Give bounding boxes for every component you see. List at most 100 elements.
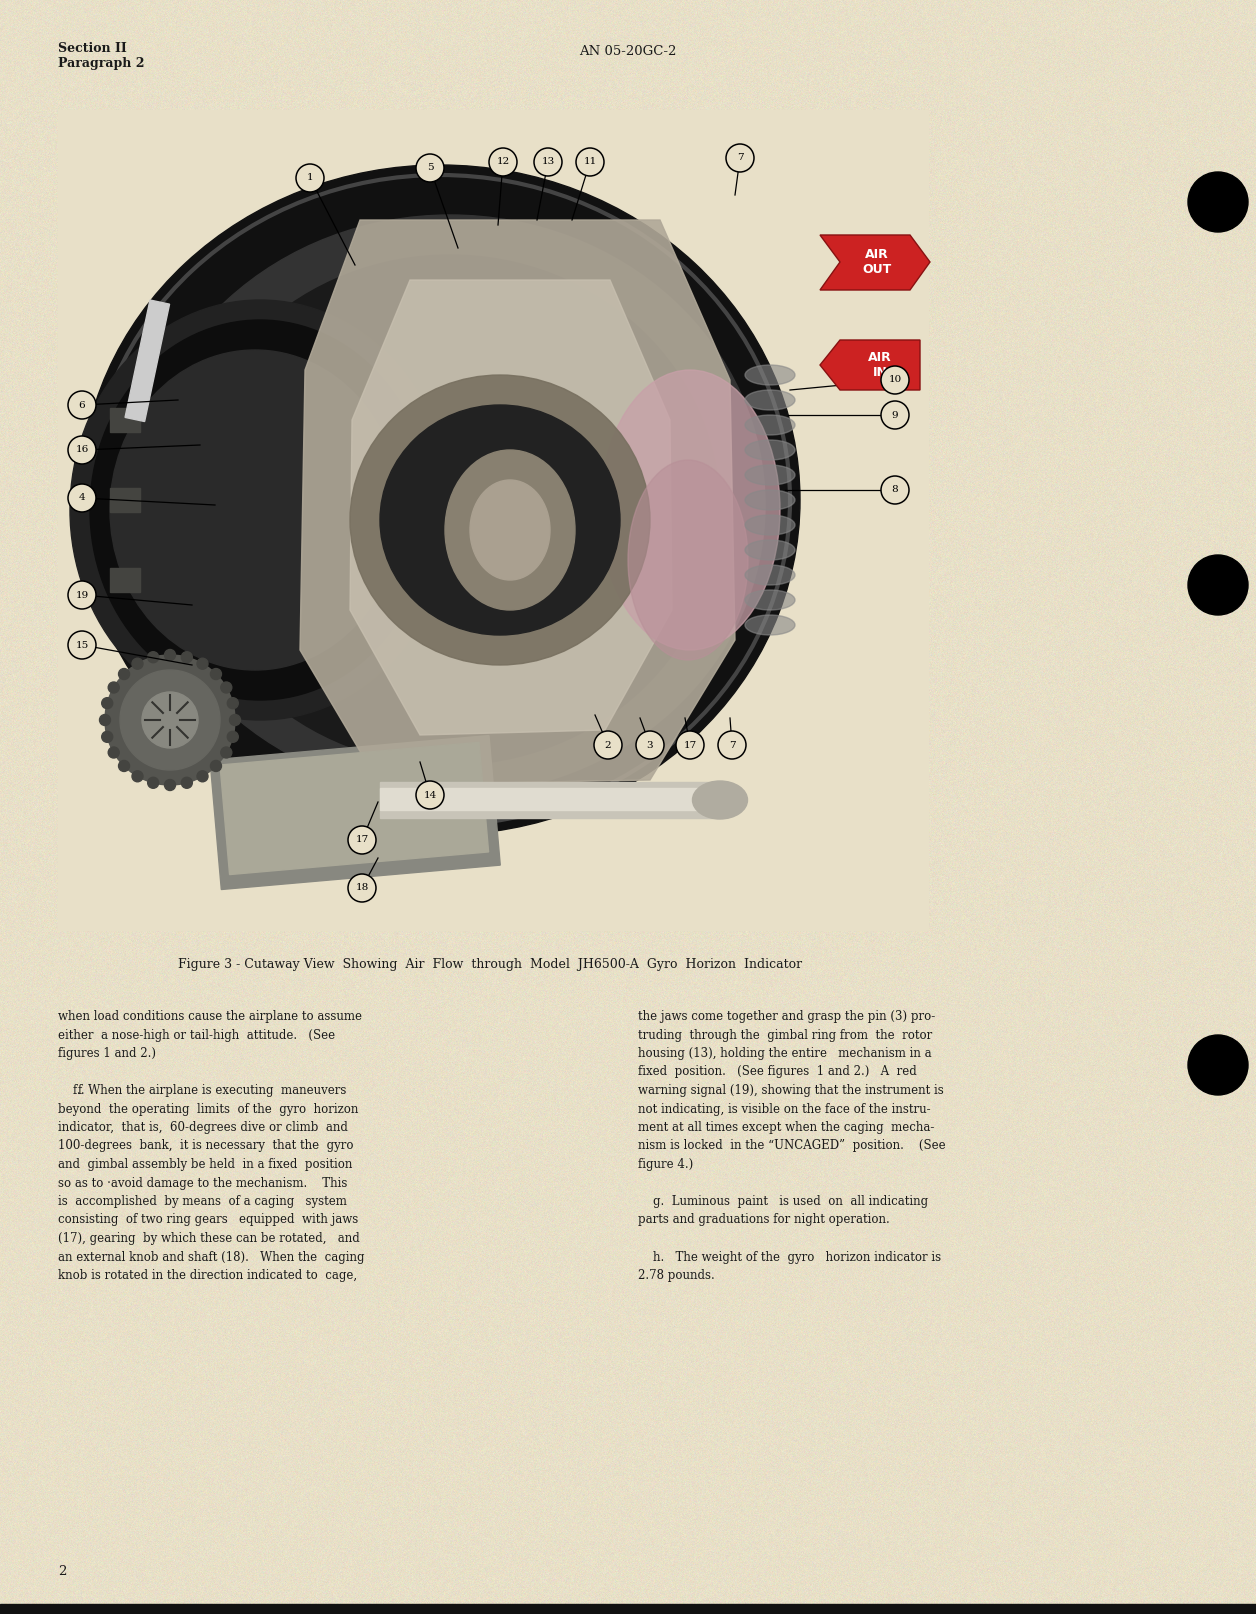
Circle shape	[211, 760, 221, 771]
Circle shape	[181, 778, 192, 788]
Text: f.  When the airplane is executing  maneuvers: f. When the airplane is executing maneuv…	[58, 1085, 347, 1098]
Bar	[111, 408, 139, 433]
Circle shape	[211, 668, 221, 679]
Circle shape	[132, 659, 143, 670]
Ellipse shape	[445, 450, 575, 610]
Text: fixed  position.   (See figures  1 and 2.)   A  red: fixed position. (See figures 1 and 2.) A…	[638, 1065, 917, 1078]
Circle shape	[594, 731, 622, 759]
Text: warning signal (19), showing that the instrument is: warning signal (19), showing that the in…	[638, 1085, 943, 1098]
Circle shape	[221, 747, 232, 759]
Text: (17), gearing  by which these can be rotated,   and: (17), gearing by which these can be rota…	[58, 1231, 359, 1244]
Text: ment at all times except when the caging  mecha-: ment at all times except when the caging…	[638, 1122, 934, 1135]
Text: not indicating, is visible on the face of the instru-: not indicating, is visible on the face o…	[638, 1102, 931, 1115]
Circle shape	[181, 652, 192, 663]
Circle shape	[348, 826, 376, 854]
Circle shape	[108, 683, 119, 692]
Circle shape	[68, 391, 95, 420]
Circle shape	[880, 476, 909, 504]
Ellipse shape	[745, 491, 795, 510]
Text: indicator,  that is,  60-degrees dive or climb  and: indicator, that is, 60-degrees dive or c…	[58, 1122, 348, 1135]
Circle shape	[102, 697, 113, 709]
Text: figure 4.): figure 4.)	[638, 1157, 693, 1172]
Circle shape	[148, 778, 158, 788]
Ellipse shape	[745, 615, 795, 634]
Text: Paragraph 2: Paragraph 2	[58, 56, 144, 69]
Circle shape	[165, 649, 176, 660]
Circle shape	[132, 771, 143, 781]
Text: AIR
OUT: AIR OUT	[863, 249, 892, 276]
Text: figures 1 and 2.): figures 1 and 2.)	[58, 1047, 156, 1060]
Text: f.: f.	[78, 1085, 85, 1098]
Text: 17: 17	[683, 741, 697, 749]
Text: 18: 18	[355, 883, 368, 893]
Text: either  a nose-high or tail-high  attitude.   (See: either a nose-high or tail-high attitude…	[58, 1028, 335, 1041]
Circle shape	[718, 731, 746, 759]
Text: an external knob and shaft (18).   When the  caging: an external knob and shaft (18). When th…	[58, 1251, 364, 1264]
Text: housing (13), holding the entire   mechanism in a: housing (13), holding the entire mechani…	[638, 1047, 932, 1060]
Ellipse shape	[745, 391, 795, 410]
Circle shape	[108, 747, 119, 759]
Text: 1: 1	[306, 173, 313, 182]
Ellipse shape	[745, 515, 795, 534]
Text: 100-degrees  bank,  it is necessary  that the  gyro: 100-degrees bank, it is necessary that t…	[58, 1139, 353, 1152]
Text: parts and graduations for night operation.: parts and graduations for night operatio…	[638, 1214, 889, 1227]
Circle shape	[726, 144, 754, 173]
Text: nism is locked  in the “UNCAGED”  position.    (See: nism is locked in the “UNCAGED” position…	[638, 1139, 946, 1152]
Circle shape	[880, 366, 909, 394]
Circle shape	[227, 731, 239, 742]
Circle shape	[197, 659, 208, 670]
Bar	[58, 110, 928, 930]
Text: 6: 6	[79, 400, 85, 410]
Circle shape	[880, 400, 909, 429]
Ellipse shape	[745, 541, 795, 560]
Circle shape	[106, 655, 235, 784]
Circle shape	[221, 683, 232, 692]
Text: so as to ·avoid damage to the mechanism.    This: so as to ·avoid damage to the mechanism.…	[58, 1177, 348, 1190]
Ellipse shape	[745, 565, 795, 584]
Circle shape	[165, 780, 176, 791]
Text: 2: 2	[58, 1566, 67, 1578]
Ellipse shape	[350, 374, 651, 665]
Text: knob is rotated in the direction indicated to  cage,: knob is rotated in the direction indicat…	[58, 1269, 357, 1282]
Text: 7: 7	[728, 741, 735, 749]
Ellipse shape	[745, 441, 795, 460]
Bar	[381, 788, 720, 810]
Circle shape	[416, 781, 445, 809]
Text: 12: 12	[496, 158, 510, 166]
Bar	[111, 487, 139, 512]
Ellipse shape	[134, 215, 765, 796]
Text: the jaws come together and grasp the pin (3) pro-: the jaws come together and grasp the pin…	[638, 1010, 936, 1023]
Circle shape	[489, 148, 517, 176]
Text: 16: 16	[75, 445, 89, 455]
Text: 4: 4	[79, 494, 85, 502]
Ellipse shape	[745, 415, 795, 436]
Ellipse shape	[180, 255, 720, 765]
Bar	[126, 300, 170, 421]
Ellipse shape	[470, 479, 550, 579]
Ellipse shape	[90, 320, 430, 700]
Text: 11: 11	[583, 158, 597, 166]
Text: AN 05-20GC-2: AN 05-20GC-2	[579, 45, 677, 58]
Text: Section II: Section II	[58, 42, 127, 55]
Polygon shape	[820, 236, 929, 291]
Text: 17: 17	[355, 836, 368, 844]
Bar	[220, 742, 489, 875]
Polygon shape	[350, 279, 672, 734]
Ellipse shape	[745, 465, 795, 484]
Text: and  gimbal assembly be held  in a fixed  position: and gimbal assembly be held in a fixed p…	[58, 1157, 353, 1172]
Ellipse shape	[111, 350, 399, 670]
Text: 14: 14	[423, 791, 437, 799]
Text: Figure 3 - Cutaway View  Showing  Air  Flow  through  Model  JH6500-A  Gyro  Hor: Figure 3 - Cutaway View Showing Air Flow…	[178, 959, 803, 972]
Circle shape	[68, 631, 95, 659]
Circle shape	[227, 697, 239, 709]
Ellipse shape	[692, 781, 747, 818]
Text: 19: 19	[75, 591, 89, 599]
Ellipse shape	[80, 165, 800, 834]
Text: is  accomplished  by means  of a caging   system: is accomplished by means of a caging sys…	[58, 1194, 347, 1207]
Circle shape	[99, 715, 111, 726]
Bar	[0, 1604, 1256, 1614]
Text: 8: 8	[892, 486, 898, 494]
Text: 7: 7	[737, 153, 744, 163]
Circle shape	[68, 581, 95, 608]
Ellipse shape	[745, 365, 795, 386]
